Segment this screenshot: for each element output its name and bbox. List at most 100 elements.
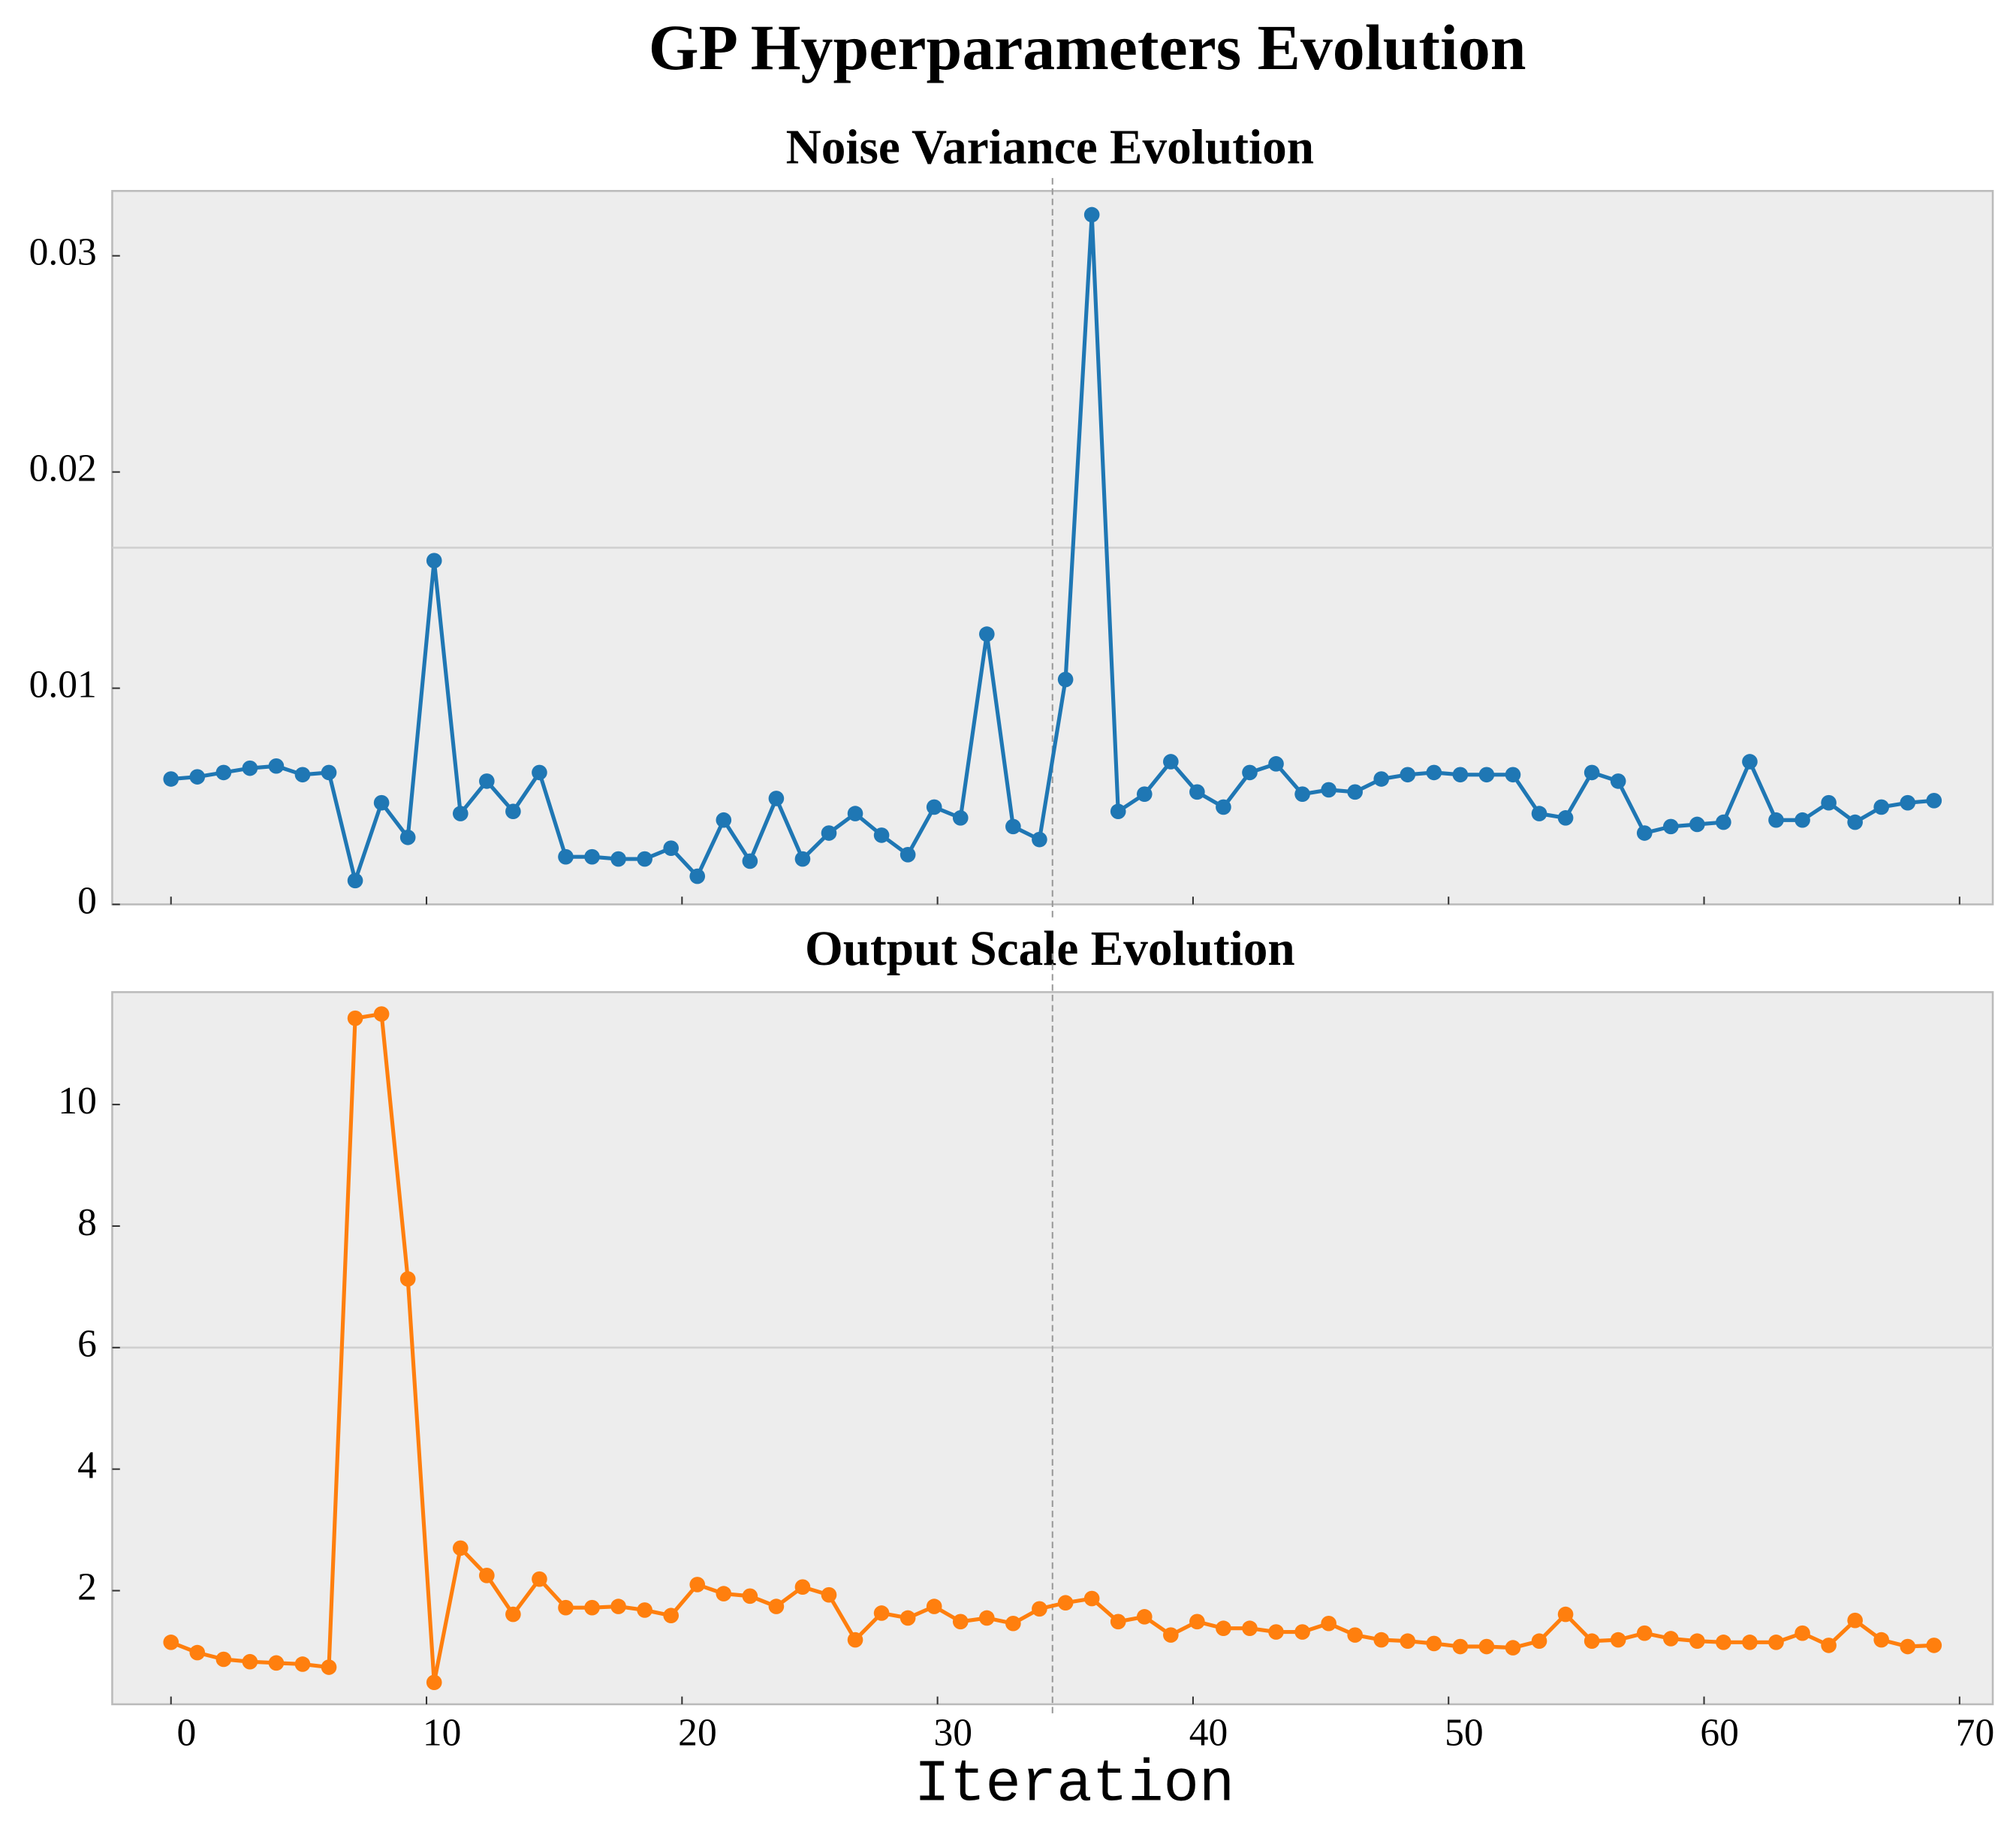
x-tick-label: 10 xyxy=(423,1712,462,1755)
data-point xyxy=(1505,767,1521,783)
data-point xyxy=(1083,1590,1100,1607)
data-point xyxy=(1847,814,1863,830)
data-point xyxy=(1400,767,1416,783)
data-point xyxy=(294,1656,311,1672)
data-point xyxy=(1057,1595,1074,1611)
y-tick-label: 0.01 xyxy=(29,663,97,706)
data-point xyxy=(873,1605,890,1621)
data-point xyxy=(1873,1632,1890,1648)
y-tick-label: 0 xyxy=(77,879,97,922)
data-point xyxy=(268,758,285,774)
data-point xyxy=(399,829,416,845)
data-point xyxy=(347,872,363,889)
data-point xyxy=(1531,1633,1547,1650)
data-point xyxy=(1189,1614,1205,1630)
data-point xyxy=(847,1632,863,1648)
data-point xyxy=(532,1571,547,1587)
data-point xyxy=(1662,1631,1679,1647)
subplot-title: Noise Variance Evolution xyxy=(786,121,1314,175)
data-point xyxy=(479,1568,495,1583)
x-tick-label: 60 xyxy=(1700,1712,1739,1755)
data-point xyxy=(1268,1624,1284,1640)
y-tick-label: 0.03 xyxy=(29,231,97,274)
data-point xyxy=(1689,1633,1705,1650)
x-axis-label: Iteration xyxy=(915,1750,1235,1818)
data-point xyxy=(663,840,680,856)
data-point xyxy=(1268,756,1284,772)
x-tick-label: 50 xyxy=(1445,1712,1484,1755)
data-point xyxy=(900,846,916,863)
data-point xyxy=(1005,818,1021,835)
data-point xyxy=(1452,1638,1469,1655)
data-point xyxy=(505,1606,521,1623)
data-point xyxy=(900,1610,916,1626)
data-point xyxy=(742,1588,758,1605)
y-tick-label: 8 xyxy=(77,1201,97,1244)
data-point xyxy=(1216,1620,1231,1637)
data-point xyxy=(558,848,574,865)
data-point xyxy=(1032,831,1047,848)
data-point xyxy=(1057,671,1074,688)
data-point xyxy=(1610,773,1626,789)
data-point xyxy=(1716,814,1731,830)
data-point xyxy=(1742,1635,1758,1650)
data-point xyxy=(321,1659,337,1675)
data-point xyxy=(610,851,626,867)
data-point xyxy=(1136,1609,1153,1625)
data-point xyxy=(979,626,995,642)
data-point xyxy=(979,1610,995,1626)
data-point xyxy=(689,1577,706,1592)
data-point xyxy=(1189,784,1205,800)
data-point xyxy=(505,803,521,820)
data-point xyxy=(794,1579,811,1595)
data-point xyxy=(768,791,785,806)
data-point xyxy=(1716,1635,1731,1650)
y-tick-label: 2 xyxy=(77,1565,97,1608)
data-point xyxy=(873,827,890,843)
data-point xyxy=(952,1614,969,1630)
data-point xyxy=(268,1655,285,1671)
x-tick-label: 30 xyxy=(933,1712,972,1755)
data-point xyxy=(242,1653,258,1670)
data-point xyxy=(242,760,258,776)
subplot-title: Output Scale Evolution xyxy=(805,922,1295,976)
data-point xyxy=(1636,825,1653,841)
data-point xyxy=(426,553,442,569)
data-point xyxy=(532,764,547,781)
data-point xyxy=(716,1586,732,1601)
data-point xyxy=(163,771,179,787)
data-point xyxy=(742,853,758,869)
data-point xyxy=(1900,794,1916,811)
data-point xyxy=(215,1651,232,1668)
y-tick-label: 4 xyxy=(77,1445,97,1487)
data-point xyxy=(558,1599,574,1616)
y-tick-label: 0.02 xyxy=(29,447,97,490)
data-point xyxy=(1926,1638,1942,1653)
data-point xyxy=(1426,1635,1442,1652)
data-point xyxy=(1610,1632,1626,1648)
data-point xyxy=(1373,771,1390,787)
data-point xyxy=(1242,1620,1258,1637)
data-point xyxy=(1873,799,1890,815)
data-point xyxy=(479,773,495,789)
data-point xyxy=(1110,803,1126,820)
data-point xyxy=(1557,1606,1574,1623)
data-point xyxy=(1689,816,1705,833)
data-point xyxy=(1426,764,1442,781)
data-point xyxy=(716,812,732,828)
x-tick-label: 20 xyxy=(678,1712,717,1755)
y-tick-label: 10 xyxy=(58,1080,97,1122)
data-point xyxy=(1347,784,1363,800)
data-point xyxy=(215,764,232,781)
data-point xyxy=(1478,1638,1495,1655)
data-point xyxy=(1321,1615,1336,1632)
data-point xyxy=(821,1586,837,1603)
data-point xyxy=(1531,806,1547,821)
data-point xyxy=(163,1635,179,1650)
data-point xyxy=(1400,1633,1416,1650)
data-point xyxy=(452,806,469,821)
data-point xyxy=(189,769,206,785)
y-tick-label: 6 xyxy=(77,1323,97,1366)
data-point xyxy=(926,1598,942,1614)
